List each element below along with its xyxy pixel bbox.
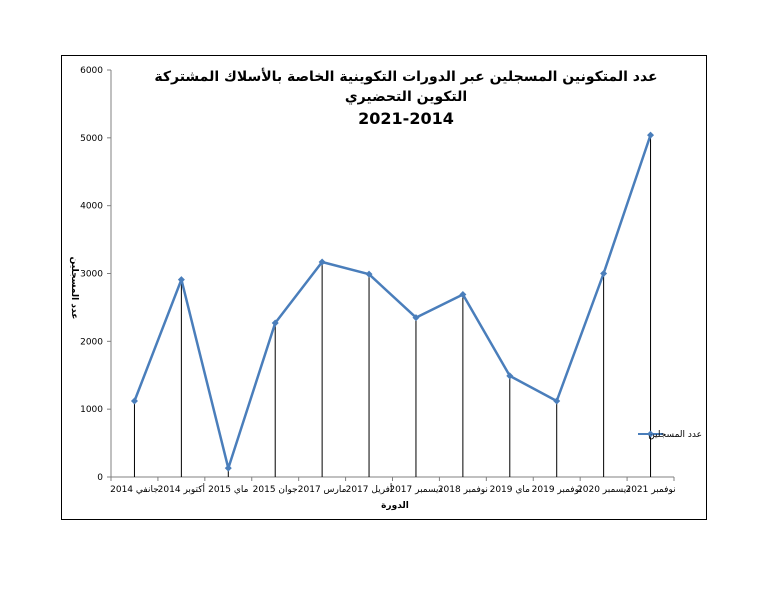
axes xyxy=(107,69,675,481)
y-tick-label: 5000 xyxy=(80,134,103,144)
x-tick-label: ماي 2015 xyxy=(208,485,249,495)
data-point xyxy=(271,319,279,327)
y-tick-labels: 0 1000 2000 3000 4000 5000 6000 xyxy=(80,66,103,483)
data-point xyxy=(318,258,326,266)
line-chart: عدد المتكونين المسجلين عبر الدورات التكو… xyxy=(69,66,702,511)
x-tick-label: ديسمبر 2017 xyxy=(389,485,442,495)
data-point xyxy=(506,372,514,380)
x-tick-label: مارس 2017 xyxy=(298,485,347,495)
legend: عدد المسجلين xyxy=(638,430,702,440)
x-tick-label: نوفمبر 2021 xyxy=(625,485,675,495)
chart-title-line-1: عدد المتكونين المسجلين عبر الدورات التكو… xyxy=(154,68,657,85)
x-tick-label: جانفي 2014 xyxy=(110,485,159,495)
legend-swatch-marker xyxy=(647,430,654,438)
data-point xyxy=(600,270,608,277)
data-point xyxy=(224,464,232,472)
data-point xyxy=(365,270,373,278)
y-tick-label: 1000 xyxy=(80,405,103,415)
y-tick-label: 2000 xyxy=(80,337,103,347)
x-tick-label: نوفمبر 2018 xyxy=(438,485,488,495)
series-markers xyxy=(130,131,655,472)
y-tick-label: 3000 xyxy=(80,270,103,280)
x-tick-label: نوفمبر 2019 xyxy=(532,485,582,495)
data-point xyxy=(130,397,138,405)
data-point xyxy=(647,131,655,139)
data-point xyxy=(553,397,561,405)
x-tick-label: ديسمبر 2020 xyxy=(577,485,630,495)
data-point xyxy=(412,314,420,322)
x-tick-label: أفريل 2017 xyxy=(346,483,393,495)
series-lines xyxy=(133,134,652,470)
chart-title-line-3: 2021-2014 xyxy=(358,109,454,128)
data-point xyxy=(177,276,185,284)
chart-title-line-2: التكوين التحضيري xyxy=(345,89,467,106)
data-point xyxy=(459,291,467,299)
x-tick-label: جوان 2015 xyxy=(253,485,298,495)
x-axis-label: الدورة xyxy=(381,501,409,511)
x-tick-label: ماي 2019 xyxy=(490,485,531,495)
y-tick-label: 6000 xyxy=(80,66,103,76)
chart-frame: عدد المتكونين المسجلين عبر الدورات التكو… xyxy=(61,55,707,520)
series-line xyxy=(133,134,652,470)
y-axis-label: عدد المسجلين xyxy=(69,257,79,320)
chart-title: عدد المتكونين المسجلين عبر الدورات التكو… xyxy=(154,68,657,128)
drop-lines xyxy=(133,135,652,477)
y-tick-label: 0 xyxy=(97,473,103,483)
x-tick-label: أكتوبر 2014 xyxy=(158,483,205,495)
y-tick-label: 4000 xyxy=(80,202,103,212)
legend-label: عدد المسجلين xyxy=(648,430,702,440)
